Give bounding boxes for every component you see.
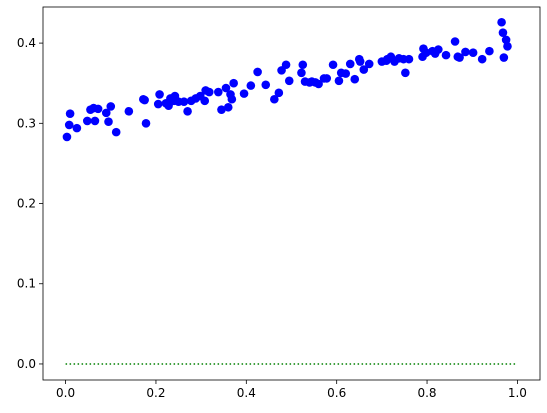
data-point	[90, 116, 100, 126]
data-point	[153, 99, 163, 109]
data-point	[328, 60, 338, 70]
data-point	[401, 68, 410, 78]
data-point	[274, 88, 284, 98]
data-point	[82, 116, 92, 126]
data-point	[499, 53, 509, 62]
data-point	[72, 123, 82, 133]
data-point	[200, 96, 210, 106]
data-point	[155, 90, 164, 99]
data-point	[106, 102, 116, 111]
data-point	[253, 67, 262, 77]
data-point	[345, 59, 355, 69]
data-point	[404, 54, 414, 64]
data-point	[461, 47, 470, 57]
data-point	[217, 105, 226, 114]
data-point	[297, 68, 306, 78]
data-point	[441, 50, 451, 60]
data-point	[239, 89, 249, 98]
data-point	[298, 60, 308, 70]
data-point	[140, 95, 149, 105]
x-tick-label: 0.0	[56, 386, 75, 400]
data-point	[270, 94, 279, 104]
data-point	[322, 74, 332, 83]
data-point	[64, 120, 74, 130]
data-point	[468, 48, 478, 58]
data-point	[111, 127, 121, 137]
data-point	[214, 87, 223, 97]
data-point	[183, 106, 192, 116]
y-tick-label: 0.3	[17, 116, 36, 130]
y-tick-label: 0.1	[17, 277, 36, 291]
data-point	[101, 108, 111, 118]
data-point	[350, 74, 360, 84]
data-point	[501, 35, 511, 45]
data-point	[227, 94, 237, 104]
x-tick-label: 0.4	[237, 386, 256, 400]
x-tick-label: 1.0	[508, 386, 527, 400]
y-tick-label: 0.2	[17, 197, 36, 211]
y-tick-label: 0.4	[17, 36, 36, 50]
data-point	[93, 104, 103, 114]
data-point	[455, 53, 464, 62]
x-tick-label: 0.2	[146, 386, 165, 400]
data-point	[314, 79, 323, 89]
data-point	[498, 28, 508, 37]
axis-ticks: 0.0 0.2 0.4 0.6 0.8 1.0 0.0 0.1 0.2 0.3 0.4	[17, 36, 527, 400]
axes-frame	[42, 6, 541, 381]
data-point	[261, 80, 271, 90]
data-point	[334, 76, 344, 86]
data-point	[141, 119, 151, 128]
data-point	[359, 65, 369, 74]
data-point	[229, 78, 238, 88]
data-point	[223, 102, 233, 112]
data-point	[485, 46, 494, 56]
data-point	[281, 60, 291, 70]
y-tick-label: 0.0	[17, 357, 36, 371]
data-point	[503, 42, 512, 51]
data-point	[364, 59, 374, 69]
x-tick-label: 0.6	[327, 386, 346, 400]
x-tick-label: 0.8	[417, 386, 436, 400]
data-point	[124, 106, 134, 116]
data-point	[450, 37, 460, 46]
data-point	[246, 81, 256, 90]
data-point	[355, 57, 365, 66]
data-point	[104, 117, 113, 127]
data-point	[221, 83, 231, 93]
data-point	[341, 69, 351, 78]
data-point	[477, 54, 487, 64]
data-point	[204, 87, 214, 97]
data-point	[497, 17, 506, 27]
data-point	[179, 97, 189, 106]
data-point	[65, 109, 75, 118]
plot-area	[62, 17, 518, 365]
data-point	[434, 45, 443, 54]
data-point	[284, 76, 294, 86]
data-point	[62, 132, 72, 142]
